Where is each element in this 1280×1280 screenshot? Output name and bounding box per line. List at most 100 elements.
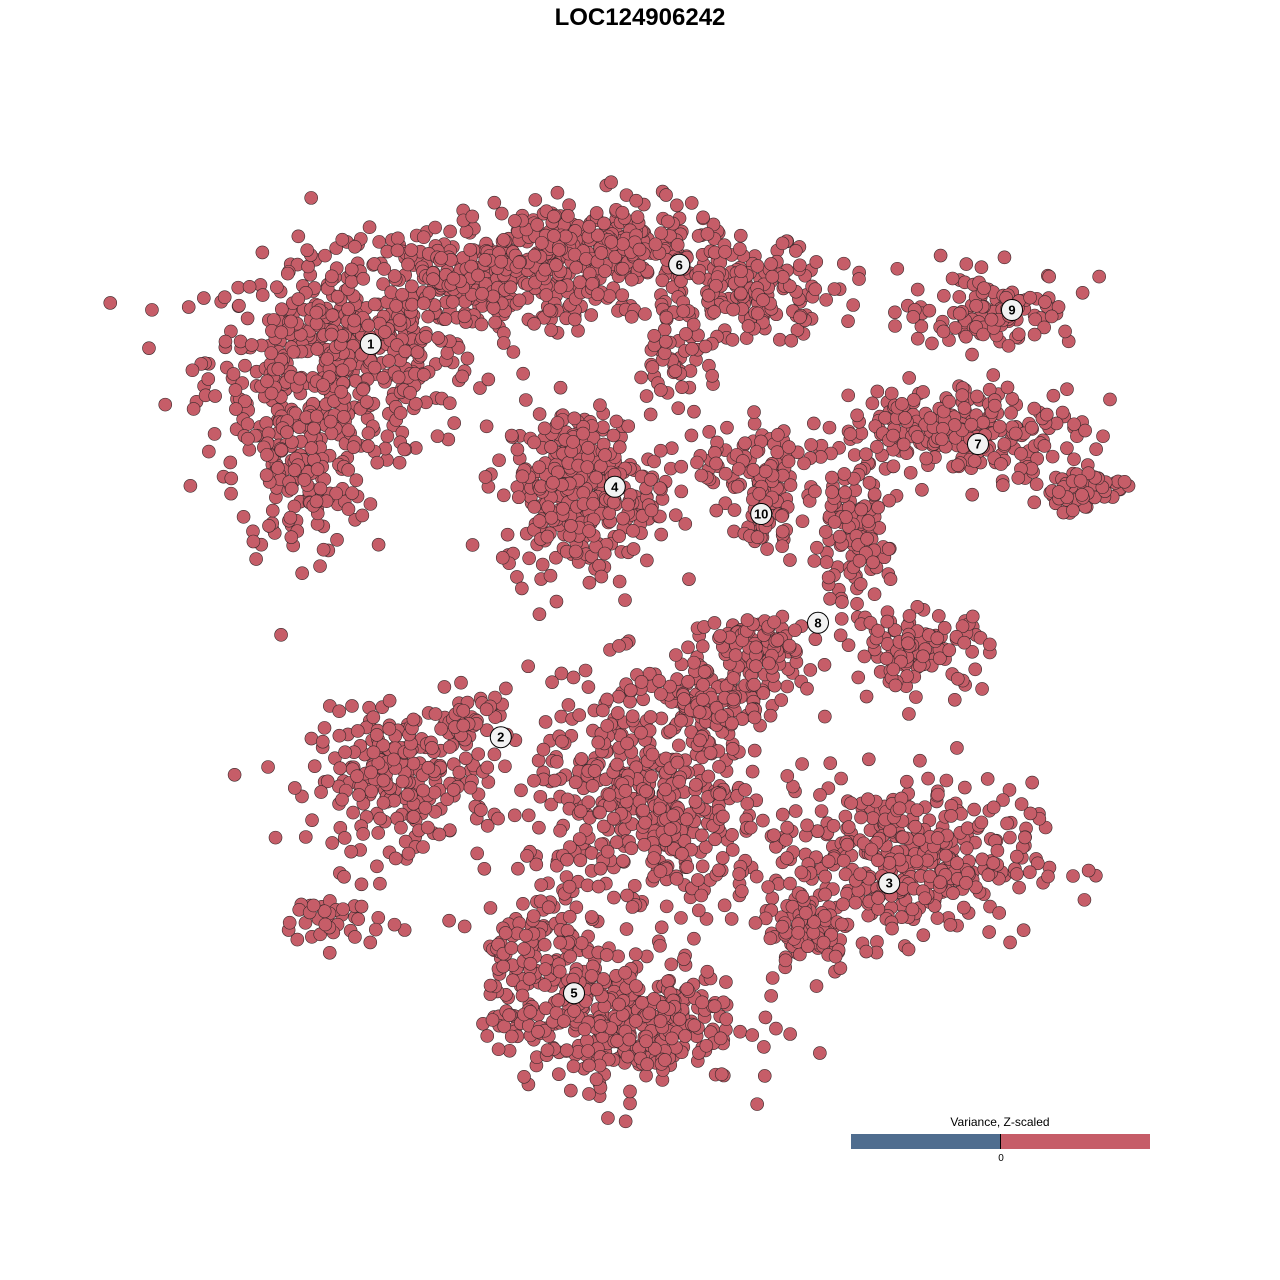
- cell-point-cluster-5: [695, 828, 709, 843]
- cell-point-cluster-4: [654, 527, 669, 542]
- cell-point-cluster-3: [840, 837, 855, 852]
- cell-point-cluster-4: [589, 470, 603, 485]
- cell-point-cluster-2: [364, 784, 379, 799]
- cell-point-cluster-5: [780, 769, 795, 783]
- cell-point-cluster-5: [634, 725, 648, 740]
- cell-point-cluster-6: [597, 216, 611, 231]
- cell-point-cluster-8: [762, 656, 776, 671]
- cell-point-cluster-6: [632, 258, 647, 273]
- cell-point-cluster-8: [916, 649, 930, 664]
- cell-point-cluster-6: [808, 282, 823, 297]
- cell-point-cluster-5: [780, 679, 795, 694]
- cell-point-cluster-4: [665, 441, 679, 456]
- cluster-label-text: 9: [1008, 303, 1015, 318]
- cell-point-cluster-9: [1038, 295, 1052, 309]
- cell-point-cluster-3: [892, 801, 907, 816]
- cell-point-cluster-6: [691, 270, 706, 285]
- cell-point-cluster-2: [479, 702, 494, 717]
- cell-point-cluster-1: [359, 395, 374, 409]
- legend-colorbar: [851, 1134, 1150, 1149]
- cell-point-cluster-1: [229, 402, 243, 416]
- cell-point-cluster-7: [1046, 388, 1061, 403]
- cell-point-cluster-5: [623, 694, 637, 709]
- cell-point-cluster-2: [363, 935, 378, 950]
- cell-point-cluster-5: [745, 1028, 760, 1042]
- cell-point-cluster-7: [886, 428, 900, 443]
- cell-point-cluster-2: [261, 760, 275, 774]
- cell-point-cluster-1: [380, 429, 395, 444]
- cell-point-cluster-1: [201, 372, 216, 386]
- cell-point-cluster-9: [952, 290, 967, 304]
- cell-point-cluster-5: [483, 978, 498, 993]
- cell-point-cluster-3: [861, 792, 875, 806]
- cell-point-cluster-2: [337, 869, 351, 884]
- cell-point-cluster-5: [600, 718, 615, 733]
- cell-point-cluster-2: [346, 805, 360, 820]
- cell-point-cluster-5: [474, 803, 488, 817]
- cell-point-cluster-5: [618, 965, 632, 980]
- cell-point-cluster-5: [665, 1031, 679, 1046]
- cell-point-cluster-3: [913, 753, 927, 768]
- cell-point-cluster-1: [280, 266, 295, 281]
- cell-point-cluster-5: [480, 1029, 495, 1043]
- cell-point-cluster-8: [983, 637, 997, 652]
- cell-point-cluster-8: [807, 554, 822, 568]
- cell-point-cluster-1: [330, 289, 345, 304]
- cell-point-cluster-5: [607, 890, 621, 905]
- cell-point-cluster-3: [933, 875, 947, 889]
- cell-point-cluster-5: [661, 974, 675, 989]
- cell-point-cluster-5: [693, 733, 707, 748]
- cell-point-cluster-6: [827, 282, 842, 296]
- cell-point-cluster-9: [933, 248, 948, 263]
- cell-point-cluster-10: [720, 420, 734, 435]
- cell-point-cluster-1: [320, 352, 335, 366]
- cluster-label-text: 6: [676, 257, 683, 272]
- cell-point-cluster-6: [733, 242, 747, 256]
- cell-point-cluster-5: [689, 777, 703, 792]
- cell-point-cluster-3: [1018, 830, 1032, 845]
- cell-point-cluster-8: [825, 470, 839, 485]
- cell-point-cluster-7: [1004, 406, 1018, 420]
- cell-point-cluster-6: [639, 389, 654, 403]
- cell-point-cluster-4: [606, 495, 621, 510]
- cell-point-cluster-5: [584, 910, 599, 924]
- cell-point-cluster-5: [574, 752, 589, 766]
- cell-point-cluster-1: [416, 296, 431, 311]
- cell-point-cluster-6: [508, 214, 522, 228]
- cell-point-cluster-4: [532, 460, 546, 474]
- cell-point-cluster-5: [531, 1024, 545, 1039]
- cell-point-cluster-2: [336, 902, 350, 916]
- cell-point-cluster-2: [432, 827, 447, 842]
- cell-point-cluster-1: [445, 295, 460, 309]
- cell-point-cluster-4: [612, 440, 627, 455]
- cell-point-cluster-5: [517, 1069, 531, 1084]
- cell-point-cluster-1: [232, 298, 246, 313]
- cluster-label-7: 7: [967, 433, 989, 455]
- cell-point-cluster-7: [1052, 485, 1066, 499]
- cell-point-cluster-3: [980, 772, 995, 786]
- cell-point-cluster-8: [770, 633, 785, 648]
- cell-point-cluster-5: [498, 759, 512, 774]
- cell-point-cluster-5: [664, 957, 679, 972]
- cell-point-cluster-8: [838, 485, 852, 500]
- cell-point-cluster-3: [990, 843, 1005, 858]
- cell-point-cluster-3: [960, 821, 975, 836]
- cell-point-cluster-5: [555, 734, 569, 749]
- cell-point-cluster-9: [986, 368, 1001, 382]
- cluster-label-text: 2: [497, 730, 504, 745]
- cell-point-cluster-1: [325, 308, 340, 323]
- cell-point-cluster-1: [391, 370, 406, 385]
- cell-point-cluster-2: [350, 769, 364, 783]
- cell-point-cluster-2: [454, 675, 468, 690]
- cell-point-cluster-8: [713, 629, 727, 643]
- cell-point-cluster-10: [752, 487, 767, 501]
- cell-point-cluster-1: [446, 271, 461, 286]
- cell-point-cluster-1: [307, 421, 321, 436]
- cell-point-cluster-3: [1016, 923, 1031, 938]
- cell-point-cluster-5: [553, 935, 567, 950]
- cell-point-cluster-8: [880, 614, 895, 629]
- cell-point-cluster-5: [640, 949, 654, 964]
- cell-point-cluster-1: [330, 533, 344, 547]
- cell-point-cluster-2: [446, 783, 461, 797]
- cell-point-cluster-1: [271, 362, 286, 376]
